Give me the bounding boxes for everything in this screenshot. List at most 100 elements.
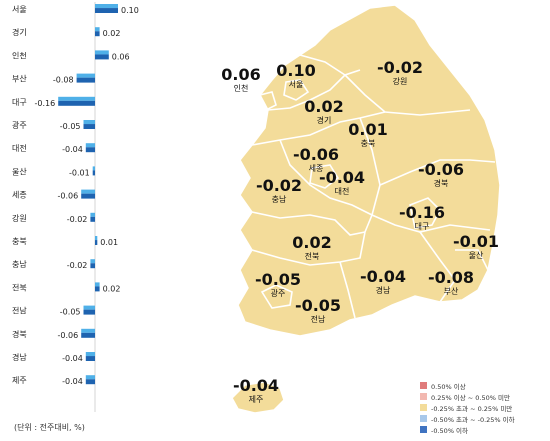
map-value: -0.04 (360, 267, 406, 286)
bar-light (95, 4, 118, 9)
bar-region-label: 대구 (12, 98, 27, 107)
bar-value-label: -0.04 (62, 377, 83, 386)
bar-value-label: -0.16 (34, 99, 55, 108)
bar-light (58, 96, 95, 101)
legend-swatch (420, 415, 427, 422)
bar-region-label: 제주 (12, 376, 27, 385)
map-value: -0.05 (295, 296, 341, 315)
bar-region-label: 경남 (12, 352, 27, 362)
bar-dark (95, 8, 118, 13)
legend-label: -0.25% 초과 ~ 0.25% 미만 (431, 404, 513, 413)
bar-light (81, 328, 95, 333)
map-value: -0.16 (399, 203, 445, 222)
bar-light (83, 305, 95, 310)
legend-label: -0.50% 초과 ~ -0.25% 이하 (431, 415, 515, 424)
bar-light (83, 120, 95, 125)
bar-dark (92, 170, 95, 176)
bar-dark (95, 54, 109, 60)
bar-value-label: -0.02 (67, 215, 88, 224)
legend-swatch (420, 393, 427, 400)
bar-dark (76, 77, 95, 83)
bar-value-label: -0.04 (62, 145, 83, 154)
map-region-name: 충남 (272, 195, 287, 204)
bar-dark (85, 379, 95, 385)
map-value: -0.04 (319, 168, 365, 187)
map-region-name: 광주 (271, 288, 286, 298)
legend-item: -0.50% 이하 (420, 424, 515, 435)
map-value: -0.06 (418, 160, 464, 179)
bar-dark (85, 147, 95, 153)
bar-region-label: 부산 (12, 74, 27, 84)
bar-light (85, 143, 95, 148)
bar-dark (90, 216, 95, 222)
map-legend: 0.50% 이상 0.25% 이상 ~ 0.50% 미만 -0.25% 초과 ~… (420, 380, 515, 435)
bar-region-label: 인천 (12, 50, 27, 60)
legend-item: 0.25% 이상 ~ 0.50% 미만 (420, 391, 515, 402)
legend-item: 0.50% 이상 (420, 380, 515, 391)
map-value: 0.02 (292, 233, 331, 252)
bar-value-label: 0.06 (112, 52, 130, 61)
bar-region-label: 충북 (12, 237, 27, 246)
map-value: -0.04 (233, 376, 279, 395)
map-region-name: 대전 (335, 186, 350, 196)
map-value: 0.06 (221, 65, 260, 84)
map-value: -0.06 (293, 145, 339, 164)
bar-region-label: 서울 (12, 5, 27, 14)
map-region-name: 서울 (289, 80, 304, 89)
legend-swatch (420, 404, 427, 411)
bar-value-label: 0.02 (103, 284, 121, 293)
map-value: -0.02 (256, 176, 302, 195)
bar-value-label: -0.05 (60, 122, 81, 131)
bar-light (95, 27, 100, 32)
bar-light (95, 236, 98, 241)
bar-dark (83, 124, 95, 129)
bar-value-label: -0.02 (67, 261, 88, 270)
map-regions (231, 4, 501, 414)
map-region-name: 대구 (415, 222, 430, 231)
bar-dark (83, 309, 95, 315)
regional-bar-chart: 서울 0.10 경기 0.02 인천 0.06 부산 -0.08 대구 -0.16 광주 -0.05 대… (12, 2, 139, 412)
map-value: -0.02 (377, 58, 423, 77)
bar-value-label: 0.10 (121, 6, 139, 15)
bar-value-label: -0.01 (69, 168, 90, 177)
map-region-name: 충북 (361, 139, 376, 148)
legend-item: -0.50% 초과 ~ -0.25% 이하 (420, 413, 515, 424)
bar-dark (85, 356, 95, 361)
bar-light (92, 166, 95, 171)
unit-note: (단위 : 전주대비, %) (14, 423, 85, 432)
map-region-name: 울산 (469, 250, 484, 260)
bar-dark (81, 332, 95, 338)
bar-value-label: 0.02 (103, 29, 121, 38)
bar-light (90, 212, 95, 217)
legend-swatch (420, 382, 427, 389)
bar-dark (81, 193, 95, 199)
bar-light (76, 73, 95, 78)
bar-region-label: 전남 (12, 306, 27, 316)
map-region-name: 제주 (249, 395, 264, 404)
legend-label: 0.25% 이상 ~ 0.50% 미만 (431, 393, 510, 402)
bar-value-label: -0.04 (62, 354, 83, 363)
bar-light (81, 189, 95, 194)
bar-light (95, 282, 100, 287)
bar-region-label: 강원 (12, 213, 27, 223)
map-region-name: 세종 (309, 164, 324, 173)
region-borders (251, 54, 496, 319)
bar-dark (95, 286, 100, 292)
bar-region-label: 세종 (12, 191, 27, 200)
bar-region-label: 대전 (12, 143, 27, 153)
map-value: 0.02 (304, 97, 343, 116)
bar-dark (58, 100, 95, 106)
bar-region-label: 울산 (12, 166, 27, 176)
bar-value-label: -0.05 (60, 308, 81, 317)
bar-value-label: -0.06 (57, 192, 78, 201)
bar-region-label: 충남 (12, 260, 27, 269)
map-region-name: 경남 (376, 285, 391, 295)
map-region-name: 전북 (305, 251, 320, 261)
bar-dark (95, 240, 98, 245)
map-value-labels: 0.06인천0.10서울0.02경기-0.02강원0.01충북-0.06세종-0… (221, 58, 499, 404)
map-region-name: 강원 (393, 76, 408, 86)
bar-region-label: 광주 (12, 120, 27, 130)
map-value: 0.10 (276, 61, 315, 80)
map-value: -0.05 (255, 270, 301, 289)
